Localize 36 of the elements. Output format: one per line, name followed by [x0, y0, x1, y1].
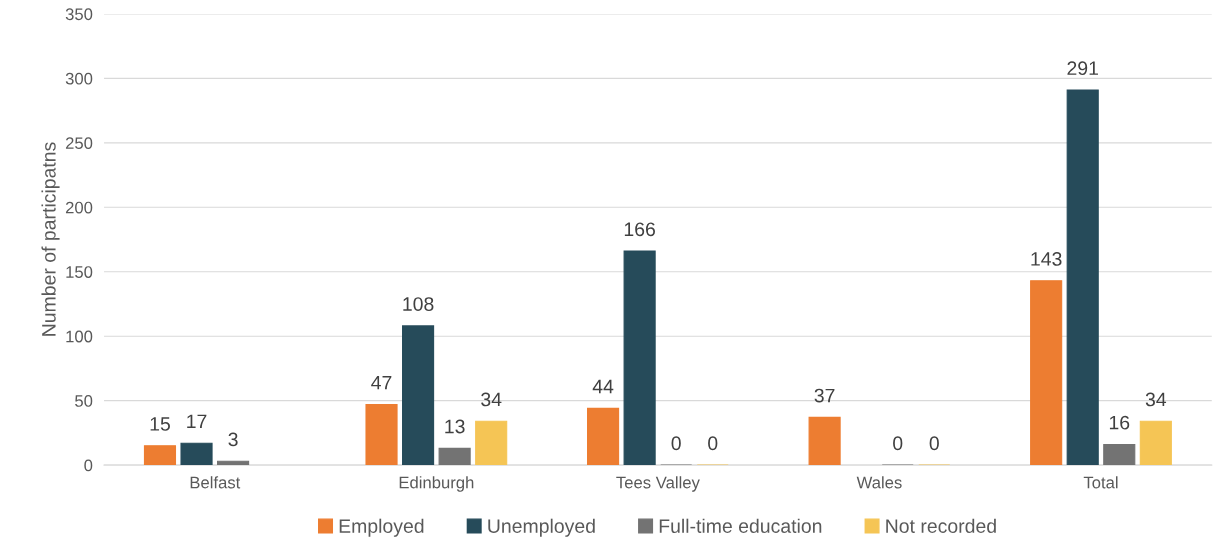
y-tick-label: 350 [65, 8, 93, 21]
y-tick-label: 200 [65, 201, 93, 214]
legend-label: Full-time education [659, 518, 822, 533]
x-tick-label: Total [1083, 476, 1118, 489]
data-label: 16 [1109, 415, 1130, 430]
data-label: 0 [708, 436, 718, 451]
x-tick-label: Wales [856, 476, 902, 489]
data-label: 47 [371, 375, 392, 390]
legend-label: Unemployed [488, 518, 595, 537]
data-label: 3 [228, 432, 238, 447]
legend-label: Employed [339, 518, 424, 537]
x-tick-label: Belfast [190, 476, 241, 489]
y-axis-title: Number of participatns [41, 142, 60, 336]
data-label: 0 [929, 436, 939, 451]
data-label: 166 [624, 222, 655, 237]
data-label: 143 [1031, 252, 1062, 266]
data-label: 291 [1067, 61, 1098, 76]
data-label: 15 [150, 417, 170, 431]
y-tick-label: 100 [66, 330, 93, 343]
x-tick-label: Tees Valley [616, 476, 700, 492]
y-tick-label: 250 [65, 137, 93, 150]
y-tick-label: 50 [75, 395, 93, 407]
data-label: 0 [671, 436, 681, 451]
y-tick-label: 150 [66, 266, 93, 278]
x-tick-label: Edinburgh [399, 476, 474, 492]
data-label: 44 [592, 379, 614, 394]
y-tick-label: 0 [84, 459, 93, 472]
data-label: 0 [893, 436, 903, 451]
data-label: 34 [1145, 392, 1167, 407]
data-label: 37 [814, 388, 835, 403]
data-label: 13 [445, 419, 465, 434]
data-label: 108 [403, 297, 434, 311]
data-label: 17 [187, 414, 207, 429]
legend-label: Not recorded [886, 518, 996, 533]
data-label: 34 [481, 392, 502, 407]
y-tick-label: 300 [65, 72, 93, 85]
